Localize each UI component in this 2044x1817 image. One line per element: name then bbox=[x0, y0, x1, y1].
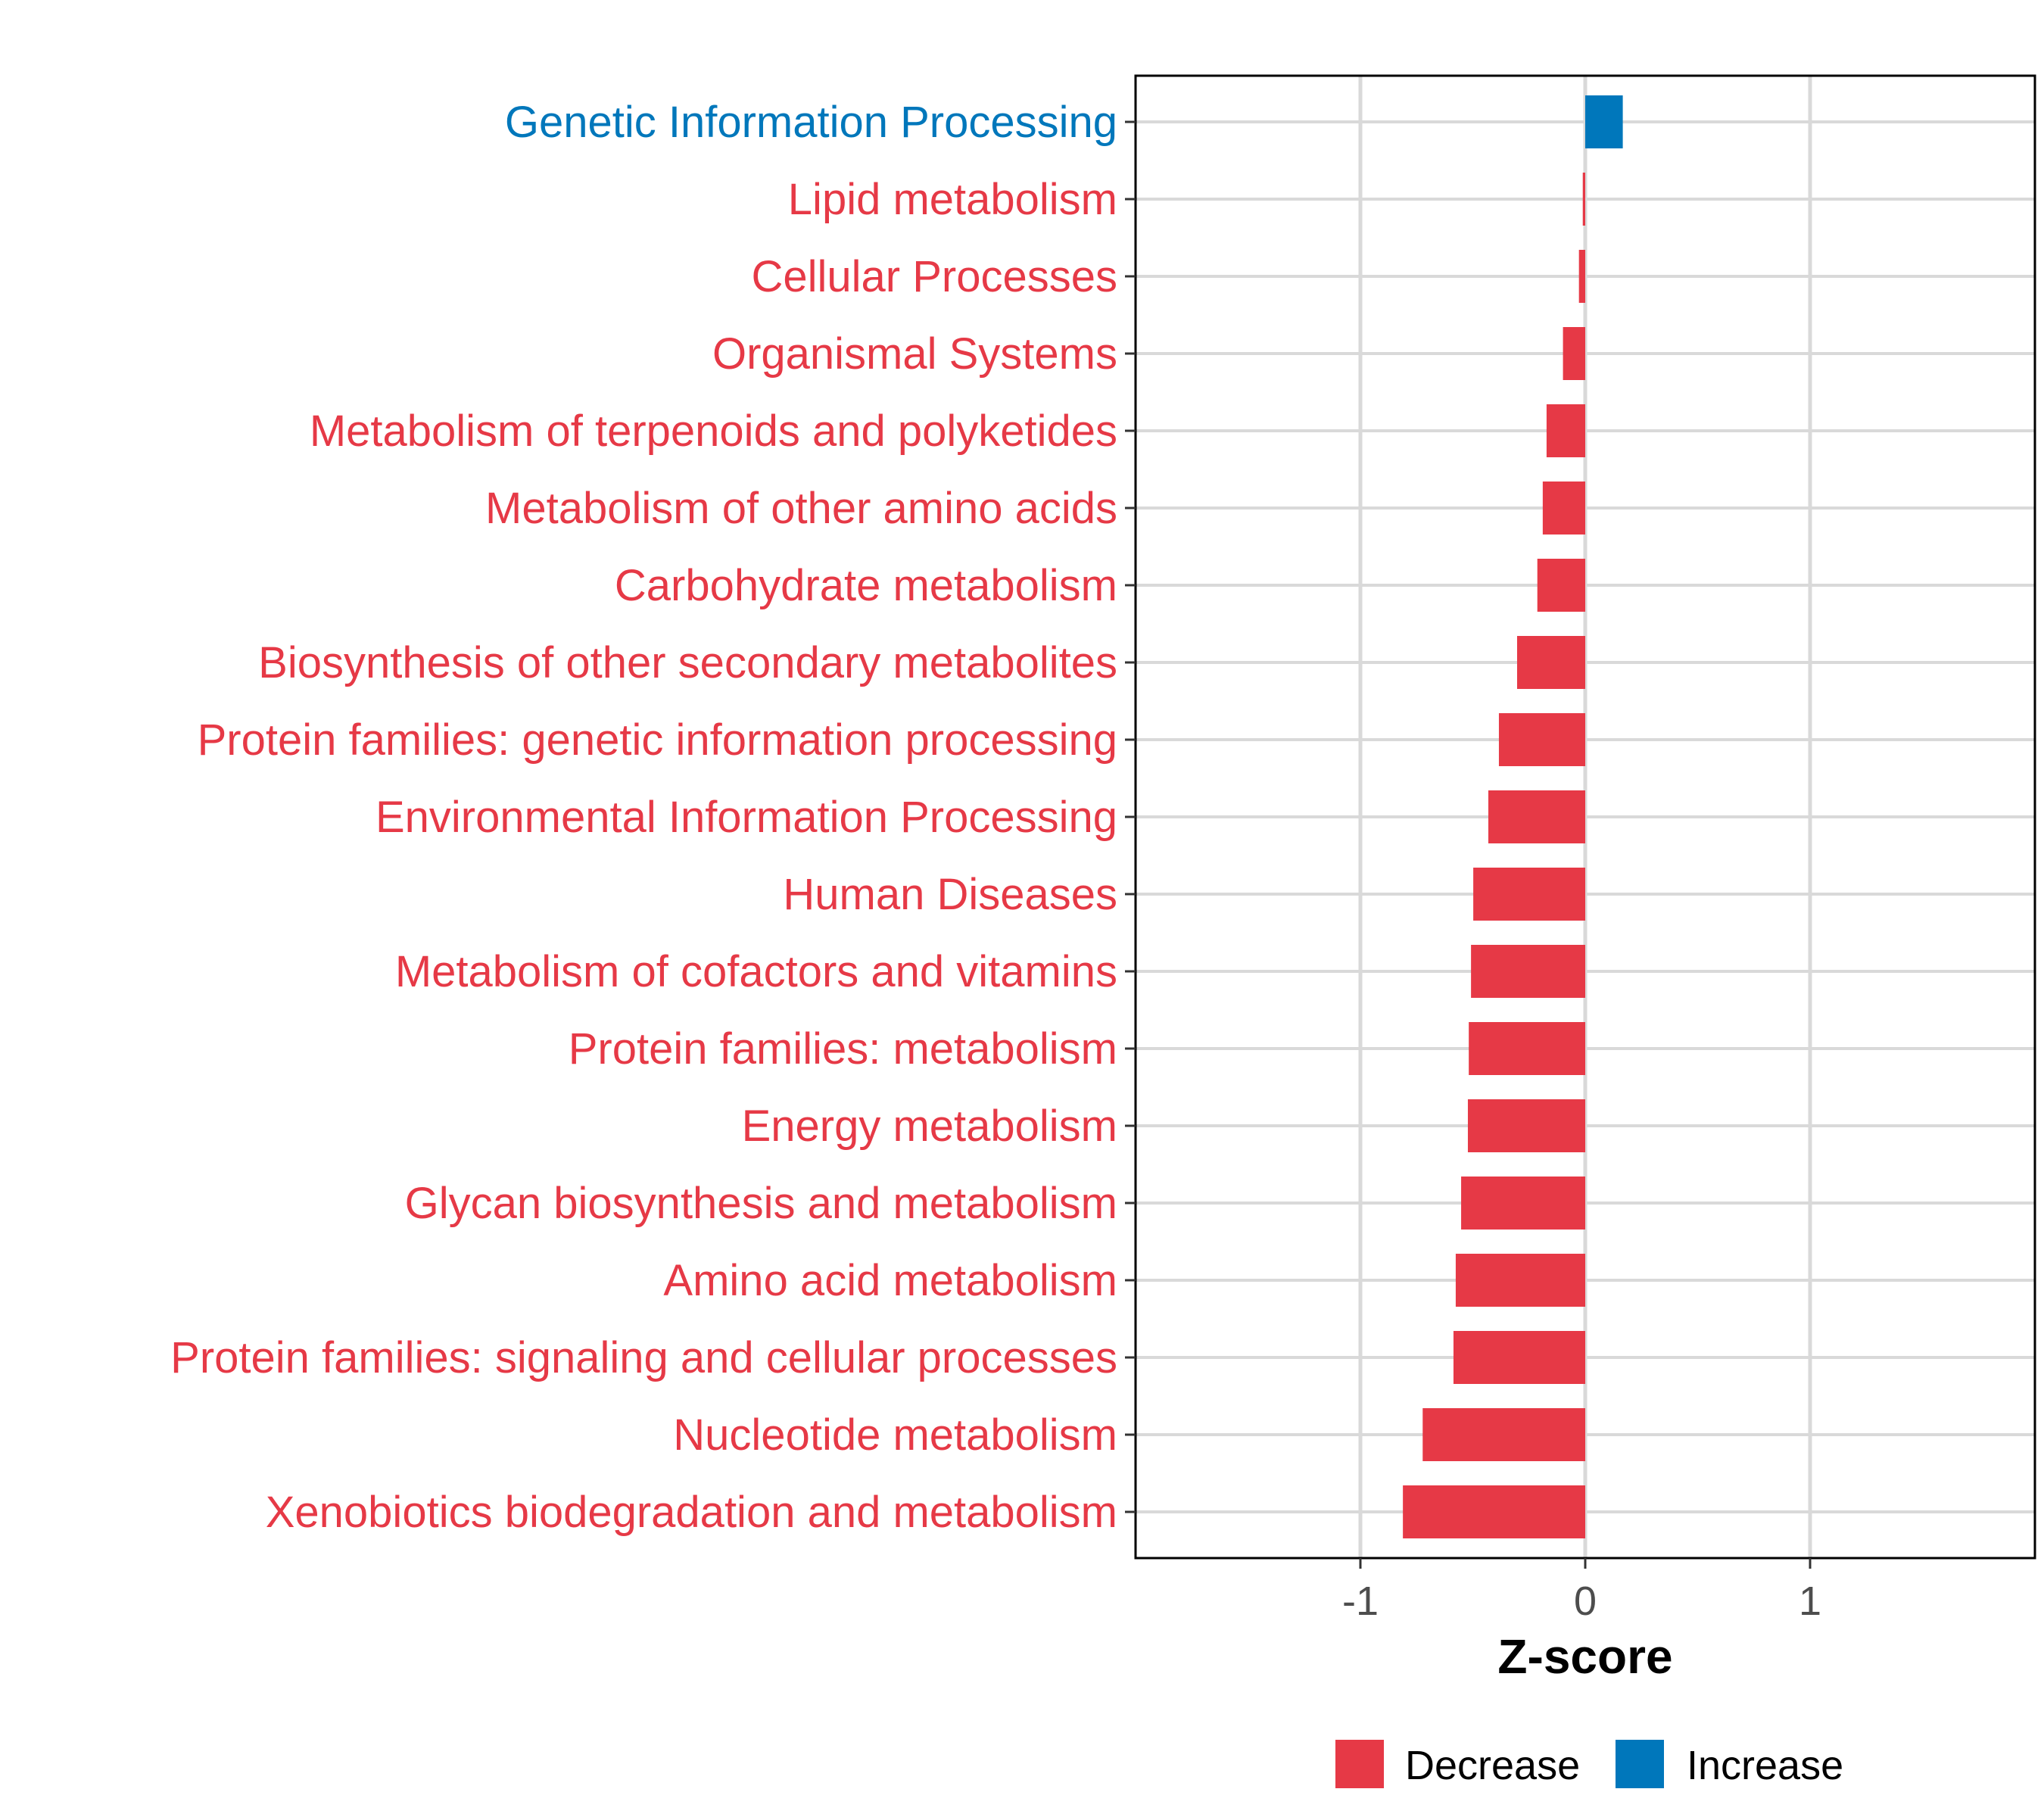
legend-label-decrease: Decrease bbox=[1405, 1743, 1580, 1788]
category-label: Metabolism of terpenoids and polyketides bbox=[310, 407, 1117, 456]
category-label: Metabolism of other amino acids bbox=[485, 484, 1117, 533]
category-label: Genetic Information Processing bbox=[505, 98, 1117, 147]
category-label: Protein families: metabolism bbox=[569, 1024, 1117, 1074]
x-tick-label: 1 bbox=[1799, 1579, 1821, 1624]
category-label: Cellular Processes bbox=[751, 252, 1117, 301]
bar bbox=[1498, 713, 1585, 766]
bar bbox=[1467, 1099, 1585, 1152]
category-label: Environmental Information Processing bbox=[375, 793, 1117, 842]
bar bbox=[1542, 482, 1585, 535]
x-axis-title: Z-score bbox=[1497, 1629, 1672, 1684]
legend: Decrease Increase bbox=[1335, 1740, 1843, 1788]
bar bbox=[1488, 790, 1585, 843]
category-label: Amino acid metabolism bbox=[663, 1256, 1117, 1305]
x-tick-label: -1 bbox=[1342, 1579, 1379, 1624]
category-label: Biosynthesis of other secondary metaboli… bbox=[258, 638, 1117, 687]
category-label: Human Diseases bbox=[783, 870, 1117, 919]
x-axis-ticks: -1 0 1 bbox=[1342, 1558, 1821, 1624]
category-label: Lipid metabolism bbox=[788, 175, 1117, 224]
x-tick-label: 0 bbox=[1574, 1579, 1597, 1624]
category-label: Protein families: genetic information pr… bbox=[198, 715, 1117, 765]
bar bbox=[1403, 1485, 1585, 1538]
category-label: Carbohydrate metabolism bbox=[615, 561, 1117, 610]
bar bbox=[1469, 1022, 1585, 1075]
category-label: Glycan biosynthesis and metabolism bbox=[405, 1179, 1117, 1228]
bar bbox=[1422, 1408, 1585, 1461]
category-label: Metabolism of cofactors and vitamins bbox=[395, 947, 1117, 996]
bar bbox=[1461, 1177, 1585, 1230]
bar bbox=[1537, 559, 1585, 612]
bars bbox=[1403, 95, 1623, 1538]
category-label: Xenobiotics biodegradation and metabolis… bbox=[266, 1488, 1117, 1537]
bar bbox=[1546, 404, 1585, 457]
category-label: Organismal Systems bbox=[712, 329, 1117, 379]
legend-swatch-increase bbox=[1616, 1740, 1664, 1788]
bar bbox=[1453, 1331, 1585, 1384]
bar bbox=[1517, 636, 1585, 689]
bar bbox=[1582, 173, 1585, 226]
bar bbox=[1455, 1254, 1585, 1307]
category-label: Nucleotide metabolism bbox=[673, 1410, 1117, 1460]
bar bbox=[1585, 95, 1623, 148]
legend-label-increase: Increase bbox=[1687, 1743, 1843, 1788]
category-label: Energy metabolism bbox=[742, 1102, 1117, 1151]
bar bbox=[1473, 868, 1585, 921]
bar bbox=[1471, 945, 1585, 998]
category-label: Protein families: signaling and cellular… bbox=[170, 1333, 1117, 1382]
legend-swatch-decrease bbox=[1335, 1740, 1384, 1788]
bar bbox=[1563, 327, 1585, 380]
category-labels: Genetic Information Processing Lipid meta… bbox=[170, 98, 1136, 1537]
bar bbox=[1578, 250, 1585, 303]
